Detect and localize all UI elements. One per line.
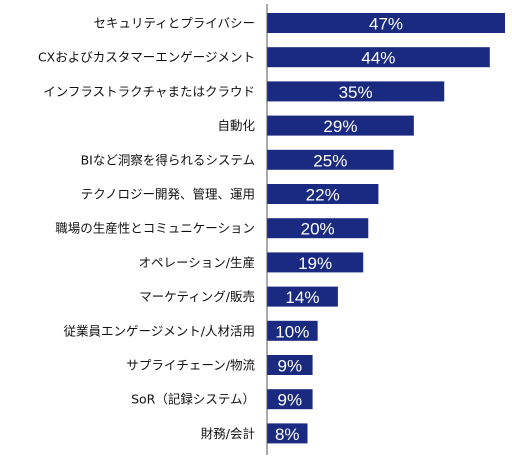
value-label: 14%: [285, 288, 319, 307]
value-label: 9%: [277, 357, 302, 376]
value-label: 22%: [306, 186, 340, 205]
bar: [267, 13, 505, 33]
category-label: 従業員エンゲージメント/人材活用: [64, 323, 255, 338]
value-label: 35%: [339, 83, 373, 102]
bar: [267, 149, 394, 170]
category-label: テクノロジー開発、管理、運用: [81, 187, 255, 202]
category-label: セキュリティとプライバシー: [93, 16, 255, 31]
category-label: オペレーション/生産: [139, 255, 255, 270]
value-label: 44%: [361, 49, 395, 68]
value-labels: 47% 44% 35% 29% 25% 22% 20% 19% 14% 10% 9% 9% 8%: [275, 15, 403, 444]
value-label: 9%: [277, 391, 302, 410]
value-label: 25%: [313, 151, 347, 170]
category-label: CXおよびカスタマーエンゲージメント: [38, 50, 255, 65]
category-label: 財務/会計: [201, 426, 255, 441]
category-label: マーケティング/販売: [139, 289, 255, 304]
bar: [267, 184, 379, 204]
category-label: サプライチェーン/物流: [126, 358, 255, 373]
category-label: SoR（記録システム）: [131, 392, 255, 407]
bars: [267, 13, 505, 444]
bar: [267, 252, 364, 273]
bar: [267, 218, 369, 239]
value-label: 29%: [323, 117, 357, 136]
category-label: インフラストラクチャまたはクラウド: [43, 84, 255, 99]
bar: [267, 81, 445, 102]
category-label: BIなど洞察を得られるシステム: [81, 152, 255, 167]
bar: [267, 286, 338, 307]
bar: [267, 115, 414, 136]
bar: [267, 355, 313, 375]
category-label: 職場の生産性とコミュニケーション: [55, 221, 255, 236]
bar: [267, 47, 490, 68]
value-label: 47%: [369, 15, 403, 34]
value-label: 8%: [275, 425, 300, 444]
value-label: 10%: [275, 322, 309, 341]
value-label: 20%: [301, 220, 335, 239]
category-label: 自動化: [217, 118, 255, 133]
category-labels: セキュリティとプライバシー CXおよびカスタマーエンゲージメントインフラストラクチ…: [38, 16, 256, 441]
bar: [267, 423, 308, 444]
value-label: 19%: [298, 254, 332, 273]
bar: [267, 320, 318, 341]
bar: [267, 389, 313, 410]
